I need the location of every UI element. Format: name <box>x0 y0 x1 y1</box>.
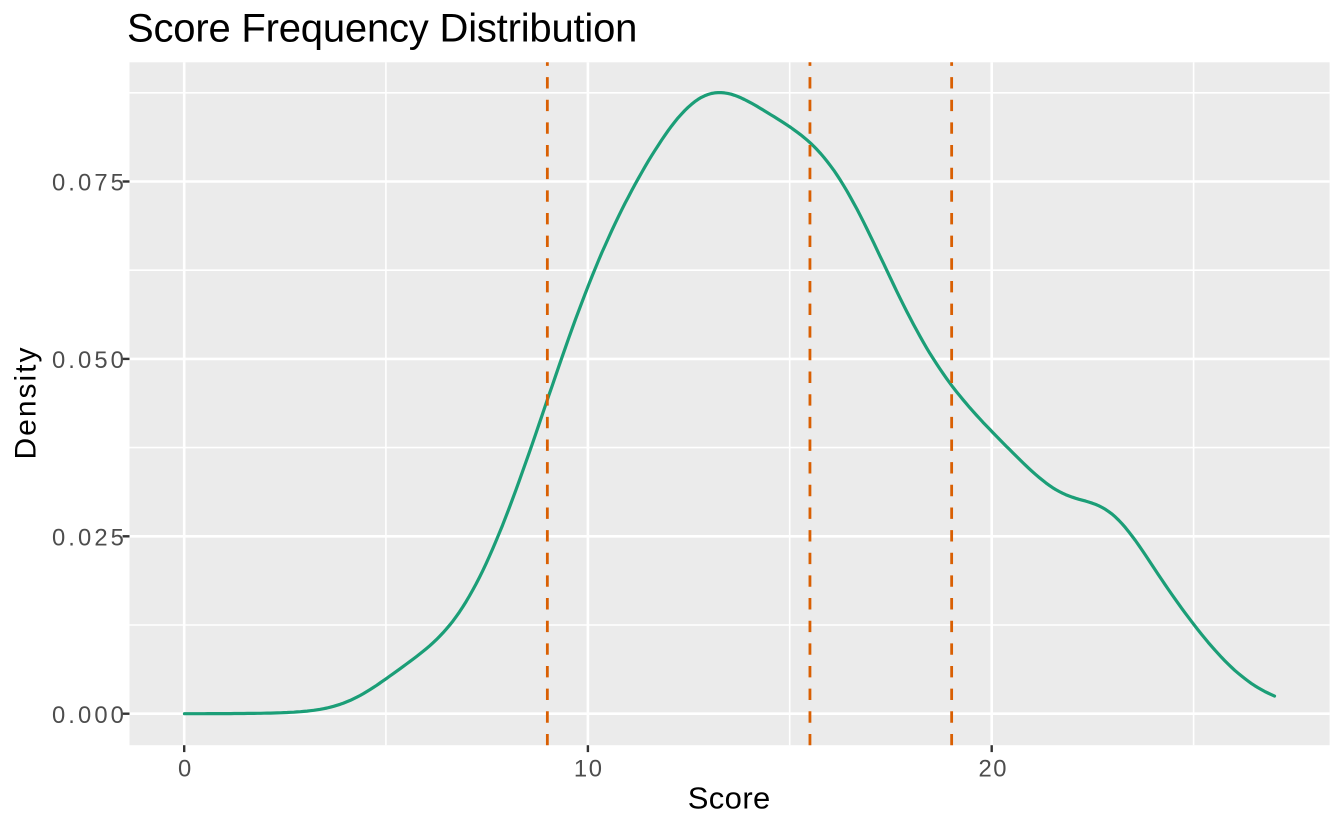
svg-text:0.050: 0.050 <box>52 347 127 374</box>
svg-text:0.025: 0.025 <box>52 525 127 552</box>
svg-text:0: 0 <box>178 755 193 782</box>
svg-text:0.000: 0.000 <box>52 702 127 729</box>
svg-text:Score: Score <box>688 781 771 816</box>
svg-text:0.075: 0.075 <box>52 170 127 197</box>
svg-text:10: 10 <box>574 755 604 782</box>
svg-text:20: 20 <box>978 755 1008 782</box>
svg-text:Score Frequency Distribution: Score Frequency Distribution <box>127 6 637 50</box>
svg-text:Density: Density <box>10 345 43 459</box>
